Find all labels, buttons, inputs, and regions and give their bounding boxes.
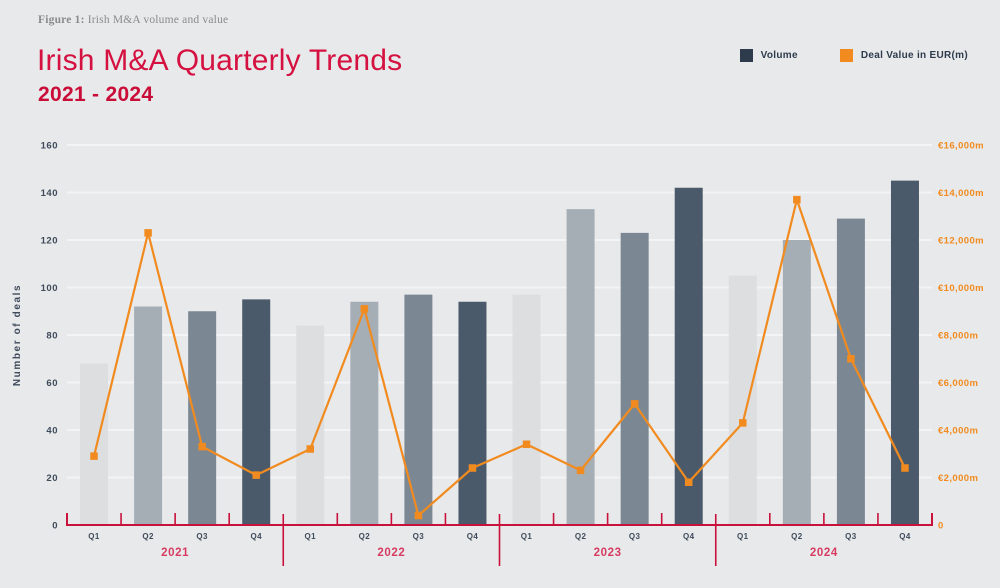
x-group-label-year: 2022 — [377, 547, 405, 559]
deal-value-marker — [468, 464, 477, 472]
legend-deal-value-label: Deal Value in EUR(m) — [860, 50, 968, 61]
x-group-label-year: 2021 — [161, 547, 189, 559]
page-title: Irish M&A Quarterly Trends — [37, 44, 403, 77]
x-tick-label-quarter: Q3 — [845, 532, 857, 541]
volume-bar-2021-q2 — [134, 306, 163, 525]
volume-bar-2024-q4 — [890, 180, 919, 525]
volume-bar-2023-q1 — [512, 294, 541, 525]
deal-value-marker — [793, 195, 801, 204]
x-tick-label-quarter: Q3 — [629, 532, 641, 541]
x-tick-label-quarter: Q2 — [791, 532, 803, 541]
right-axis-tick-label: 0 — [938, 521, 944, 532]
legend-volume-label: Volume — [760, 50, 798, 61]
deal-value-marker — [630, 400, 639, 408]
right-axis-tick-label: €12,000m — [938, 236, 984, 247]
x-group-label-year: 2024 — [810, 547, 838, 559]
left-axis-tick-label: 0 — [52, 521, 58, 532]
deal-value-line — [92, 198, 906, 517]
left-axis-tick-label: 100 — [41, 283, 58, 294]
deal-value-marker — [522, 440, 531, 448]
deal-value-marker — [576, 466, 585, 475]
right-axis-tick-label: €8,000m — [938, 331, 978, 342]
deal-value-marker — [684, 478, 693, 486]
volume-bar-2022-q4 — [458, 301, 487, 525]
deal-value-marker — [414, 511, 423, 520]
volume-bar-2021-q1 — [80, 363, 109, 525]
deal-value-marker — [901, 464, 909, 472]
volume-bar-2023-q2 — [566, 209, 595, 525]
right-axis-tick-label: €2,000m — [938, 473, 978, 484]
chart-legend: Volume Deal Value in EUR(m) — [739, 49, 968, 62]
x-tick-label-quarter: Q4 — [899, 532, 911, 541]
deal-value-marker — [847, 355, 855, 363]
x-tick-label-quarter: Q2 — [575, 532, 587, 541]
legend-item-deal-value: Deal Value in EUR(m) — [839, 49, 968, 62]
figure-caption-label: Figure 1: — [38, 14, 85, 26]
volume-bar-2024-q2 — [782, 240, 811, 525]
volume-bar-2023-q4 — [674, 187, 703, 525]
figure-caption-text: Irish M&A volume and value — [84, 14, 229, 26]
x-tick-label-quarter: Q3 — [413, 532, 425, 541]
deal-value-marker — [90, 452, 98, 460]
deal-value-marker — [360, 305, 369, 313]
x-group-label-year: 2023 — [594, 547, 622, 559]
left-axis-tick-label: 80 — [46, 331, 58, 342]
x-tick-label-quarter: Q4 — [467, 532, 479, 541]
left-axis-title: Number of deals — [12, 284, 23, 386]
volume-bar-2021-q4 — [242, 299, 271, 525]
left-axis-tick-label: 120 — [41, 236, 58, 247]
x-tick-label-quarter: Q4 — [683, 532, 695, 541]
volume-swatch-icon — [739, 49, 753, 62]
x-tick-label-quarter: Q3 — [196, 532, 208, 541]
deal-value-marker — [306, 445, 315, 453]
legend-item-volume: Volume — [739, 49, 798, 62]
right-axis-tick-label: €10,000m — [938, 283, 984, 294]
deal-value-swatch-icon — [839, 49, 853, 62]
x-tick-label-quarter: Q4 — [250, 532, 262, 541]
volume-bar-2024-q1 — [728, 275, 757, 525]
x-tick-label-quarter: Q1 — [737, 532, 749, 541]
left-axis-tick-label: 140 — [41, 188, 58, 199]
x-tick-label-quarter: Q1 — [305, 532, 317, 541]
left-axis-tick-label: 20 — [46, 473, 58, 484]
volume-bar-2022-q3 — [404, 294, 433, 525]
volume-bar-2024-q3 — [836, 218, 865, 525]
left-axis-tick-label: 160 — [41, 141, 58, 152]
right-axis-tick-label: €14,000m — [938, 188, 984, 199]
page-subtitle: 2021 - 2024 — [38, 83, 154, 106]
deal-value-marker — [252, 471, 260, 479]
figure-caption: Figure 1: Irish M&A volume and value — [38, 14, 228, 26]
deal-value-marker — [144, 229, 152, 237]
deal-value-marker — [198, 442, 206, 451]
x-tick-label-quarter: Q1 — [88, 532, 100, 541]
volume-bar-2022-q2 — [350, 301, 379, 525]
x-tick-label-quarter: Q2 — [142, 532, 154, 541]
volume-bar-2023-q3 — [620, 232, 649, 525]
deal-value-marker — [739, 419, 747, 427]
x-tick-label-quarter: Q2 — [359, 532, 371, 541]
right-axis-tick-label: €16,000m — [938, 141, 984, 152]
right-axis-tick-label: €4,000m — [938, 426, 978, 437]
x-tick-label-quarter: Q1 — [521, 532, 533, 541]
right-axis-tick-label: €6,000m — [938, 378, 978, 389]
left-axis-tick-label: 60 — [46, 378, 58, 389]
left-axis-tick-label: 40 — [46, 426, 58, 437]
volume-bar-2021-q3 — [188, 311, 217, 525]
